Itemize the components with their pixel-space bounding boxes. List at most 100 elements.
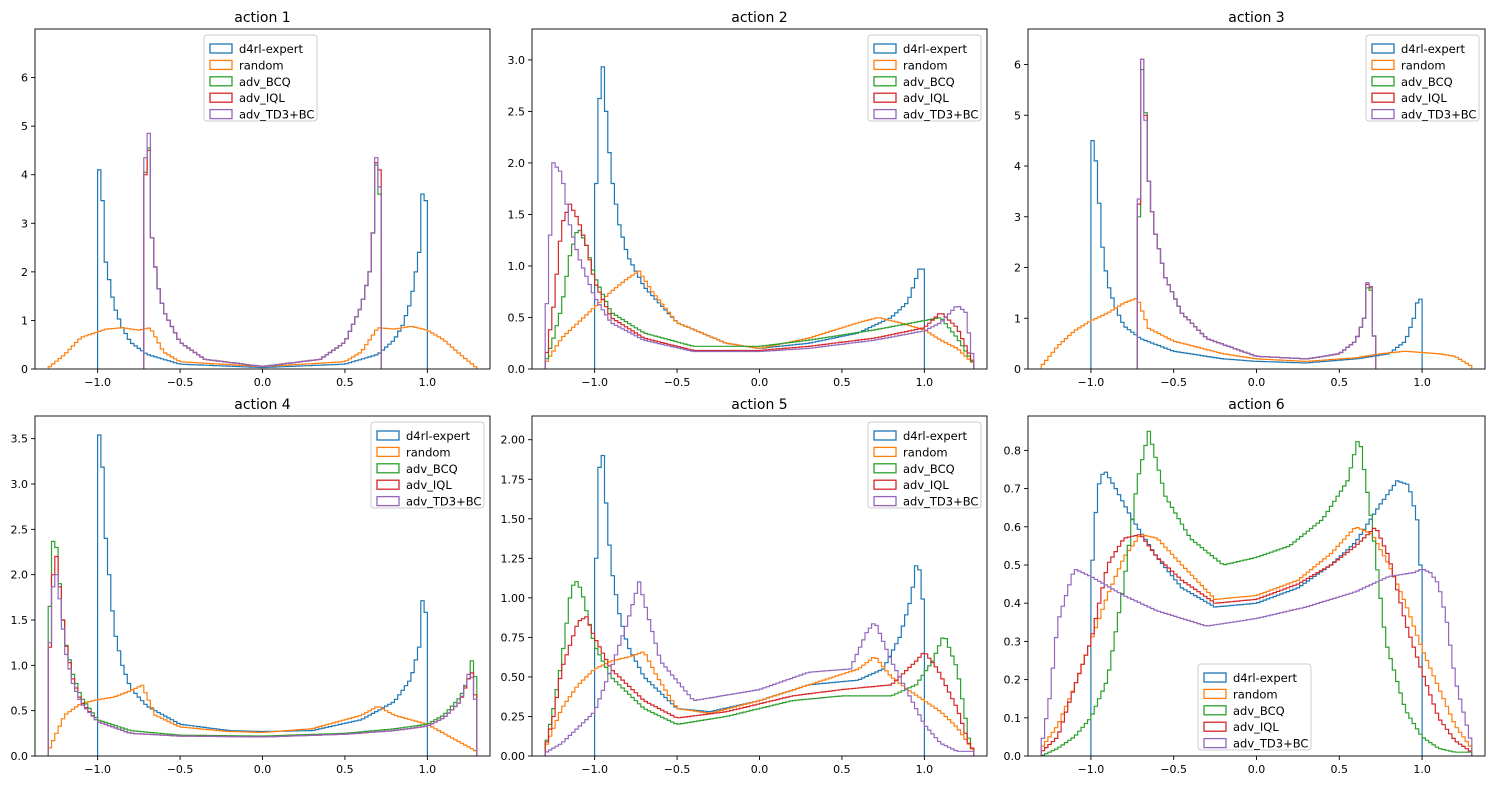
legend-swatch: [1371, 43, 1395, 54]
y-tick-label: 3.5: [11, 433, 29, 446]
y-tick-label: 1.5: [508, 208, 526, 221]
legend-swatch: [376, 495, 400, 507]
plot-area: [1040, 58, 1473, 369]
chart-panel-5: action 5 −1.0 −0.5 0.0 0.5 1.0 0.00 0.25 0.50 0.7…: [501, 397, 988, 776]
series-adv_IQL: [544, 203, 975, 369]
legend-label: adv_TD3+BC: [903, 495, 978, 509]
plot-area: [1040, 430, 1473, 756]
legend-swatch: [873, 430, 897, 441]
series-adv_BCQ: [544, 581, 975, 756]
legend-swatch: [873, 108, 897, 120]
x-tick-label: −0.5: [664, 376, 691, 389]
x-tick-label: 0.0: [254, 763, 272, 776]
x-tick-label: 0.0: [751, 763, 769, 776]
legend-swatch: [1203, 737, 1227, 749]
y-tick-label: 0.25: [501, 710, 526, 723]
x-tick-label: 1.0: [1413, 376, 1431, 389]
chart-title: action 3: [1228, 10, 1284, 26]
plot-area: [544, 66, 975, 369]
y-tick-label: 0: [21, 363, 28, 376]
x-tick-label: 0.5: [336, 763, 354, 776]
x-tick-label: 1.0: [419, 376, 437, 389]
legend-label: adv_BCQ: [903, 75, 955, 89]
legend-label: d4rl-expert: [239, 42, 303, 56]
legend-swatch: [873, 43, 897, 54]
legend-label: adv_TD3+BC: [1233, 737, 1308, 751]
y-tick-label: 1: [21, 314, 28, 327]
plot-area: [47, 132, 478, 369]
y-tick-label: 0.6: [1004, 521, 1022, 534]
legend-label: adv_IQL: [406, 478, 452, 492]
y-tick-label: 4: [21, 169, 28, 182]
series-random: [47, 325, 478, 369]
y-tick-label: 0.4: [1004, 597, 1022, 610]
series-adv_TD3+BC: [1136, 58, 1377, 369]
legend: d4rl-expert random adv_BCQ adv_IQL adv_TD3+B…: [203, 34, 318, 122]
legend: d4rl-expert random adv_BCQ adv_IQL adv_TD3+B…: [867, 421, 982, 509]
y-tick-label: 0.2: [1004, 674, 1022, 687]
y-tick-label: 0.0: [1004, 750, 1022, 763]
y-tick-label: 0.0: [11, 750, 29, 763]
y-tick-label: 1.25: [501, 552, 526, 565]
chart-panel-4: action 4 −1.0 −0.5 0.0 0.5 1.0 0.0 0.5 1.0 1.5 2.0…: [11, 397, 491, 776]
y-tick-label: 6: [21, 72, 28, 85]
x-tick-label: 0.5: [1331, 763, 1349, 776]
y-tick-label: 0.5: [1004, 559, 1022, 572]
y-tick-label: 0.5: [508, 311, 526, 324]
legend-swatch: [873, 479, 897, 490]
legend-label: adv_BCQ: [1233, 704, 1285, 718]
legend-label: random: [1401, 58, 1446, 72]
y-tick-label: 0.1: [1004, 712, 1022, 725]
legend-label: adv_TD3+BC: [406, 495, 481, 509]
series-random: [1040, 298, 1473, 369]
chart-panel-2: action 2 −1.0 −0.5 0.0 0.5 1.0 0.0 0.5 1.0 1.5 2.0…: [508, 10, 988, 389]
legend-label: adv_IQL: [1233, 720, 1279, 734]
chart-panel-6: action 6 −1.0 −0.5 0.0 0.5 1.0 0.0 0.1 0.2 0.3 0.4…: [1004, 397, 1486, 776]
series-adv_TD3+BC: [143, 132, 382, 369]
y-tick-label: 0: [1014, 363, 1021, 376]
chart-title: action 1: [234, 10, 290, 26]
y-tick-label: 1.5: [11, 614, 29, 627]
y-tick-label: 2: [21, 266, 28, 279]
legend-swatch: [376, 446, 400, 458]
legend-swatch: [873, 76, 897, 87]
series-adv_IQL: [1040, 527, 1473, 756]
x-tick-label: −0.5: [1160, 376, 1187, 389]
legend: d4rl-expert random adv_BCQ adv_IQL adv_TD3+B…: [867, 34, 982, 122]
series-random: [1040, 527, 1473, 756]
y-tick-label: 2.5: [11, 523, 29, 536]
y-tick-label: 5: [21, 120, 28, 133]
chart-panel-1: action 1 −1.0 −0.5 0.0 0.5 1.0 0 1 2 3 4 5 6 d4rl-exp…: [21, 10, 491, 389]
series-adv_BCQ: [1136, 69, 1377, 369]
legend-label: random: [903, 58, 948, 72]
x-tick-label: −1.0: [1078, 376, 1105, 389]
legend-swatch: [1203, 688, 1227, 700]
x-tick-label: 0.0: [1248, 376, 1266, 389]
legend-label: adv_IQL: [239, 91, 285, 105]
y-tick-label: 6: [1014, 59, 1021, 72]
x-tick-label: 0.0: [254, 376, 272, 389]
y-tick-label: 3.0: [508, 54, 526, 67]
legend-label: d4rl-expert: [903, 429, 967, 443]
y-tick-label: 3: [1014, 211, 1021, 224]
y-tick-label: 2.0: [11, 569, 29, 582]
series-adv_IQL: [544, 616, 975, 756]
legend-swatch: [209, 59, 233, 71]
x-tick-label: 0.5: [833, 376, 851, 389]
legend-label: d4rl-expert: [1401, 42, 1465, 56]
legend-swatch: [209, 43, 233, 54]
legend-label: adv_BCQ: [239, 75, 291, 89]
y-tick-label: 0.0: [508, 363, 526, 376]
x-tick-label: −0.5: [167, 376, 194, 389]
x-tick-label: 0.5: [1331, 376, 1349, 389]
legend-swatch: [873, 92, 897, 103]
legend-swatch: [873, 59, 897, 71]
chart-title: action 2: [731, 10, 787, 26]
legend-label: adv_BCQ: [903, 462, 955, 476]
series-d4rl-expert: [1090, 140, 1423, 369]
legend-swatch: [1371, 92, 1395, 103]
y-tick-label: 5: [1014, 109, 1021, 122]
legend-label: adv_BCQ: [1401, 75, 1453, 89]
y-tick-label: 0.75: [501, 631, 526, 644]
